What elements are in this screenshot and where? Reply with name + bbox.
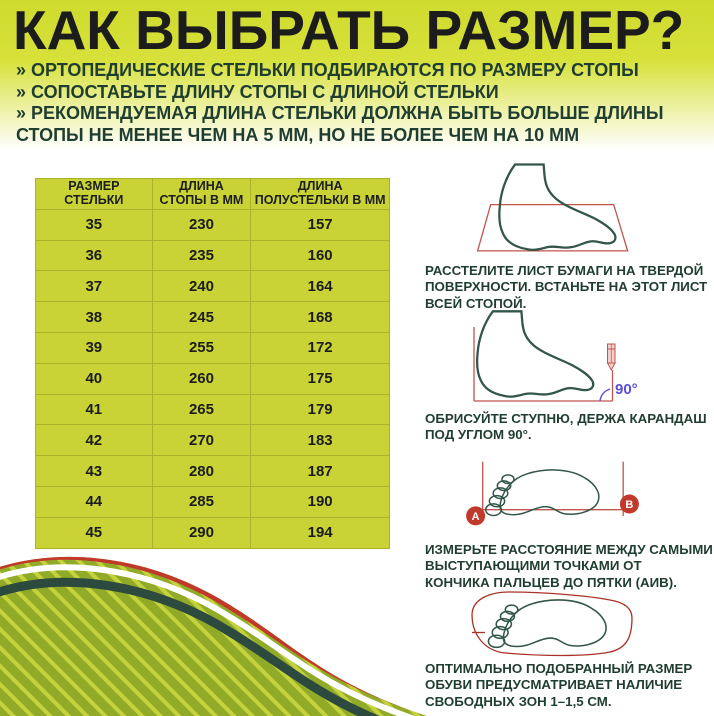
svg-text:90°: 90° [615, 381, 638, 398]
svg-text:B: B [625, 499, 633, 511]
svg-text:A: A [472, 511, 480, 523]
